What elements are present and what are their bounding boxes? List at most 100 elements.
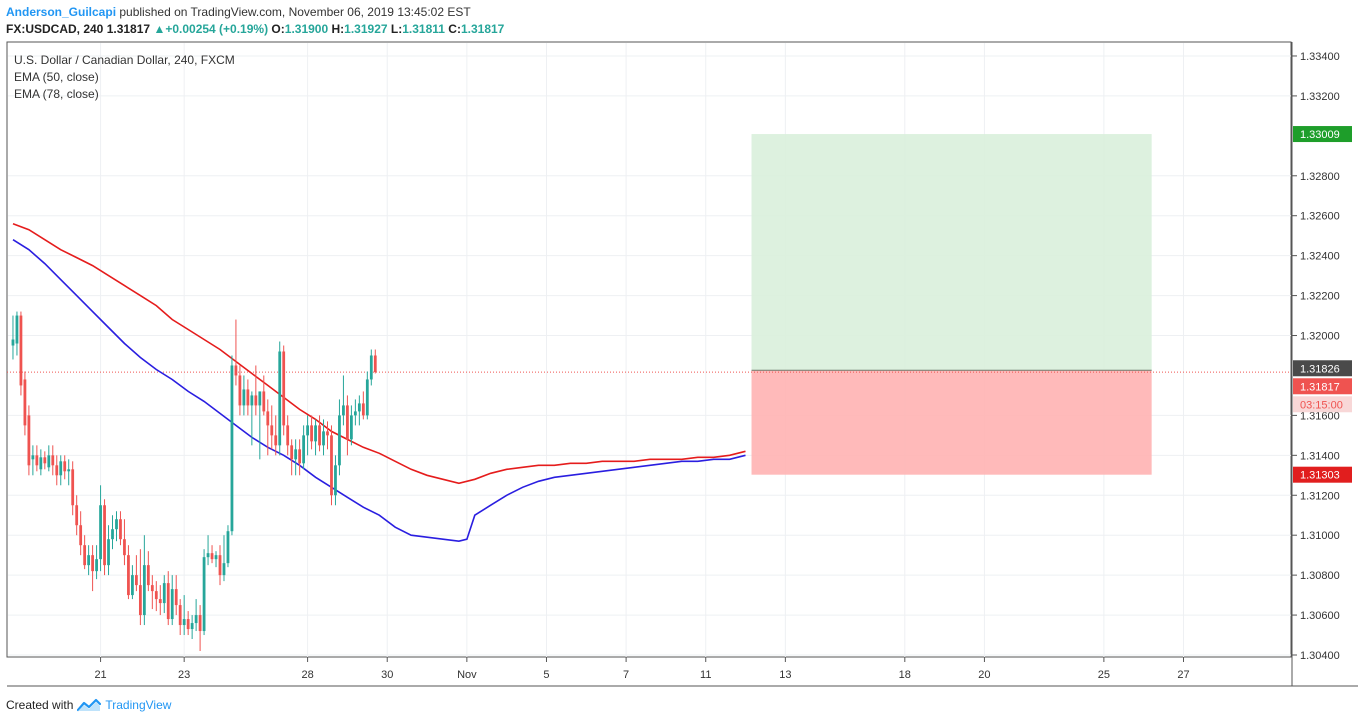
candle-body [23, 379, 27, 426]
high-value: 1.31927 [344, 22, 388, 36]
candle-body [15, 315, 19, 344]
candle [111, 515, 114, 550]
candle-body [43, 457, 47, 464]
footer-created: Created with [6, 698, 74, 712]
candle-body [75, 505, 79, 526]
candle [67, 459, 71, 486]
candle [214, 551, 218, 568]
candle [365, 371, 369, 420]
candle [99, 485, 102, 572]
candle [353, 399, 357, 426]
candle-body [262, 391, 266, 412]
candle [238, 365, 242, 416]
candle-body [59, 461, 63, 476]
candle [174, 575, 178, 616]
change-value: +0.00254 (+0.19%) [165, 22, 269, 36]
x-tick-label: 11 [700, 669, 711, 681]
open-value: 1.31900 [284, 22, 329, 36]
candle [210, 545, 214, 564]
candle-body [55, 465, 59, 476]
candle-body [111, 529, 114, 540]
entry-price-tag-text: 1.31826 [1300, 363, 1340, 375]
candle-body [238, 375, 242, 406]
candle [270, 405, 274, 450]
candle [369, 349, 373, 386]
candle [178, 599, 182, 636]
candle-body [178, 605, 182, 626]
candle [274, 415, 278, 456]
y-tick-label: 1.31600 [1300, 410, 1340, 422]
candle-body [222, 563, 226, 576]
last-price-tag-bg [1293, 378, 1352, 395]
candle-body [19, 315, 23, 386]
candle [154, 581, 158, 612]
candle [334, 455, 337, 506]
candle [15, 311, 19, 356]
x-tick-label: 18 [899, 669, 911, 681]
candle-body [194, 615, 198, 624]
candle [150, 575, 154, 610]
candle [47, 445, 51, 472]
candle [158, 585, 162, 616]
x-tick-label: 28 [301, 669, 313, 681]
candle-body [206, 553, 210, 558]
ema50-line [12, 239, 746, 543]
author-link[interactable]: Anderson_Guilcapi [6, 5, 117, 19]
candle-body [282, 351, 286, 426]
candle [290, 439, 294, 476]
x-tick-label: 13 [779, 669, 791, 681]
candle-body [230, 365, 234, 532]
x-tick-label: 20 [978, 669, 990, 681]
last-price: 1.31817 [106, 22, 151, 36]
candle [39, 449, 43, 476]
target-price-tag-bg [1293, 126, 1352, 143]
candle [226, 525, 230, 568]
candle [142, 535, 146, 626]
up-arrow-icon: ▲ [153, 22, 166, 36]
candle-body [83, 545, 87, 566]
candle [107, 525, 110, 576]
candle [27, 405, 31, 476]
candle [138, 549, 142, 626]
candle [202, 549, 206, 636]
candle-body [31, 455, 35, 460]
x-tick-label: 25 [1098, 669, 1110, 681]
candle [302, 425, 306, 470]
candle-body [186, 619, 190, 630]
candle-body [154, 591, 158, 600]
candle-body [342, 405, 345, 416]
candle-body [369, 355, 373, 380]
candle [254, 365, 258, 416]
candle [318, 415, 321, 452]
candle [19, 311, 23, 396]
candle [250, 391, 254, 446]
candles [11, 311, 377, 652]
candle-body [115, 519, 118, 530]
candle-body [373, 355, 377, 373]
candle [95, 545, 98, 580]
low-value: 1.31811 [402, 22, 445, 36]
candle [103, 499, 106, 576]
x-tick-label: 23 [178, 669, 190, 681]
candle [218, 545, 222, 586]
high-label: H: [331, 22, 345, 36]
candle-body [138, 585, 142, 616]
y-tick-label: 1.30800 [1300, 570, 1340, 582]
candle [43, 451, 47, 470]
candle-body [11, 339, 15, 346]
candle-body [170, 589, 174, 620]
countdown-tag-text: 03:15:00 [1300, 399, 1343, 411]
x-tick-label: 30 [381, 669, 393, 681]
candle-body [334, 465, 337, 496]
target-price-tag: 1.33009 [1293, 126, 1352, 143]
stop-price-tag: 1.31303 [1293, 466, 1352, 483]
entry-price-tag: 1.31826 [1293, 360, 1352, 377]
legend-title: U.S. Dollar / Canadian Dollar, 240, FXCM [14, 53, 235, 67]
candle [123, 519, 126, 566]
footer-brand[interactable]: TradingView [105, 698, 172, 712]
ema78-line [12, 222, 746, 485]
y-tick-label: 1.32200 [1300, 291, 1340, 303]
candle [206, 535, 210, 566]
candle [330, 425, 333, 506]
